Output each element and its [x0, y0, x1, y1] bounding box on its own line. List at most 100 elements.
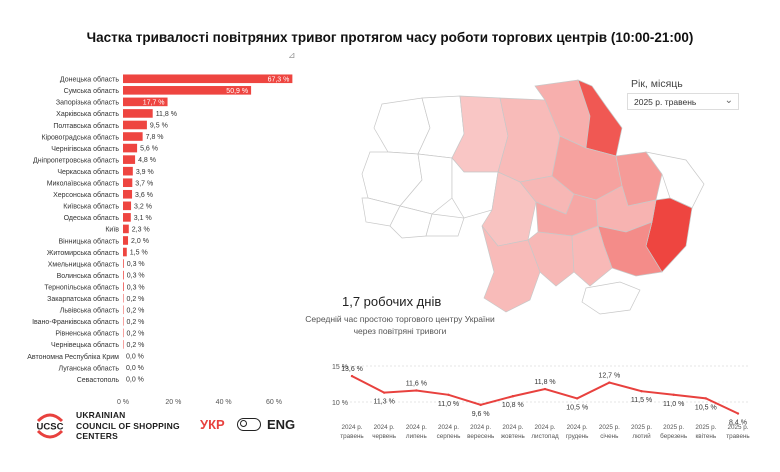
x-tick-label: 2024 р. — [374, 424, 395, 431]
bar-category-label: Чернігівська область — [51, 145, 119, 153]
bar-category-label: Донецька область — [60, 76, 119, 84]
x-tick-label: січень — [600, 432, 619, 440]
region-bar-chart: Донецька область 67,3 % Сумська область 50,… — [27, 74, 293, 406]
x-tick-label: 2024 р. — [502, 424, 523, 431]
data-point — [672, 393, 675, 396]
language-toggle[interactable] — [237, 418, 261, 431]
org-name-line: UKRAINIAN — [76, 410, 126, 420]
org-name: UKRAINIAN COUNCIL OF SHOPPING CENTERS — [76, 410, 180, 442]
data-label: 8,4 % — [729, 420, 747, 427]
data-label: 10,8 % — [502, 402, 524, 409]
bar-category-label: Житомирська область — [47, 249, 119, 257]
bar-value-label: 0,0 % — [126, 365, 144, 372]
bar-category-label: Полтавська область — [53, 122, 119, 130]
bar — [123, 328, 124, 338]
x-tick-label: липень — [406, 433, 428, 440]
x-tick-label: 2025 р. — [663, 424, 684, 431]
bar-value-label: 5,6 % — [140, 146, 158, 153]
bar — [123, 120, 147, 130]
x-tick-label: листопад — [531, 433, 559, 440]
bar-category-label: Тернопільська область — [44, 283, 119, 291]
data-point — [382, 391, 386, 394]
bar — [123, 224, 129, 234]
bar — [123, 317, 124, 326]
bar-value-label: 3,7 % — [135, 180, 153, 187]
x-tick-label: 2024 р. — [341, 424, 362, 431]
data-point — [543, 387, 547, 391]
bar — [123, 86, 252, 95]
bar-value-label: 9,5 % — [150, 123, 168, 130]
bar-value-label: 0,0 % — [126, 377, 144, 384]
x-tick-label: 2025 р. — [631, 424, 652, 431]
x-tick-label: 20 % — [165, 399, 181, 406]
x-tick-label: 2024 р. — [534, 424, 555, 431]
map-region-sumy[interactable] — [577, 79, 623, 157]
ucsc-logo: UCSC — [37, 413, 64, 439]
language-eng-button[interactable]: ENG — [267, 417, 296, 432]
bar — [123, 109, 153, 118]
map-region-crimea[interactable] — [581, 281, 641, 315]
data-label: 11,8 % — [534, 379, 555, 386]
map-region-kherson[interactable] — [571, 225, 613, 287]
bar-category-label: Рівненська область — [55, 330, 119, 338]
data-label: 10,5 % — [566, 404, 588, 411]
bar-value-label: 3,1 % — [134, 215, 152, 222]
data-label: 12,7 % — [598, 373, 620, 380]
bar-category-label: Київська область — [63, 203, 119, 211]
x-tick-label: березень — [660, 432, 688, 440]
bar-value-label: 3,2 % — [134, 203, 152, 210]
bar-value-label: 0,2 % — [127, 319, 145, 326]
data-point — [640, 390, 643, 393]
bar — [123, 155, 136, 164]
data-label: 11,0 % — [438, 401, 459, 408]
data-point — [511, 395, 515, 398]
x-tick-label: 2024 р. — [406, 424, 427, 431]
map-region-odesa[interactable] — [481, 225, 541, 313]
bar-value-label: 0,2 % — [127, 330, 145, 337]
bar-category-label: Вінницька область — [59, 237, 120, 245]
x-tick-label: лютий — [632, 432, 651, 440]
bar — [123, 201, 132, 211]
bar — [123, 282, 124, 291]
bar — [123, 236, 129, 245]
x-tick-label: грудень — [566, 433, 589, 440]
bar-category-label: Закарпатська область — [47, 295, 119, 303]
language-ukr-button[interactable]: УКР — [200, 417, 225, 432]
chevron-down-icon: ⌄ — [724, 95, 733, 106]
month-select[interactable]: 2025 р. травень ⌄ — [627, 93, 739, 110]
bar-value-label: 2,3 % — [132, 227, 150, 234]
bar-category-label: Миколаївська область — [47, 180, 120, 188]
x-tick-label: жовтень — [501, 433, 526, 440]
kpi-value: 1,7 робочих днів — [342, 294, 442, 309]
bar-category-label: Сумська область — [64, 87, 120, 95]
data-point — [350, 374, 354, 378]
x-tick-label: серпень — [437, 433, 462, 440]
map-region-chernivtsi[interactable] — [425, 213, 465, 237]
bar-category-label: Луганська область — [59, 364, 120, 372]
data-point — [575, 397, 579, 400]
map-region-ivano-frankivsk[interactable] — [389, 205, 433, 239]
bar-value-label: 0,0 % — [126, 354, 144, 361]
bar-value-label: 1,5 % — [130, 250, 148, 257]
data-label: 11,5 % — [631, 397, 652, 404]
toggle-icon — [240, 420, 247, 428]
bar-category-label: Львівська область — [60, 307, 120, 315]
bar-category-label: Чернівецька область — [51, 341, 119, 349]
bar-category-label: Севастополь — [77, 377, 120, 384]
data-point — [415, 389, 418, 392]
bar — [123, 143, 138, 153]
logo-text: UCSC — [37, 422, 64, 433]
x-tick-label: 60 % — [266, 399, 282, 406]
bar-category-label: Херсонська область — [53, 191, 119, 199]
data-point — [479, 403, 482, 407]
x-tick-label: травень — [340, 433, 364, 440]
data-label: 9,6 % — [472, 411, 490, 418]
filter-label: Рік, місяць — [631, 78, 683, 90]
resize-handle-icon[interactable]: ⊿ — [288, 50, 296, 60]
x-tick-label: 2024 р. — [567, 424, 588, 431]
bar-value-label: 2,0 % — [131, 238, 149, 245]
bar-value-label: 7,8 % — [146, 134, 164, 141]
x-tick-label: 2024 р. — [438, 424, 459, 431]
bar-value-label: 4,8 % — [138, 157, 156, 164]
data-point — [447, 393, 450, 396]
